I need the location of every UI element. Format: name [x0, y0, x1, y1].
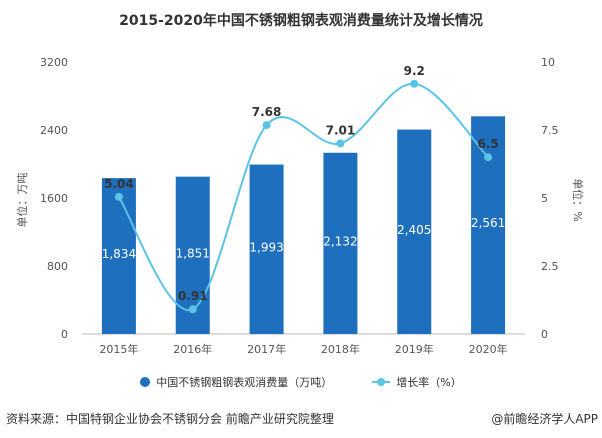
growth-point [336, 139, 345, 148]
y-left-tick-label: 1600 [40, 192, 68, 205]
bar [249, 164, 284, 334]
source-note: 资料来源：中国特钢企业协会不锈钢分会 前瞻产业研究院整理 [6, 412, 334, 426]
growth-point [188, 305, 197, 314]
growth-point [484, 153, 493, 162]
y-left-tick-label: 0 [61, 328, 68, 341]
growth-point [410, 79, 419, 88]
x-tick-label: 2016年 [173, 342, 212, 356]
bar-data-label: 1,834 [102, 247, 136, 261]
y-left-tick-label: 800 [47, 260, 68, 273]
growth-data-label: 6.5 [477, 137, 498, 151]
bar-data-label: 2,561 [471, 216, 505, 230]
legend-swatch-bar [140, 377, 151, 387]
growth-line [118, 82, 489, 312]
bar [101, 178, 136, 334]
legend-swatch-line [372, 378, 391, 386]
y-left-tick-label: 2400 [40, 124, 68, 137]
legend-item-line: 增长率（%） [372, 374, 462, 390]
x-tick-label: 2019年 [395, 342, 434, 356]
y-left-tick-label: 3200 [40, 56, 68, 69]
y-right-tick-label: 0 [541, 328, 548, 341]
bar [323, 152, 358, 334]
legend-label-bar: 中国不锈钢粗钢表观消费量（万吨） [156, 376, 333, 389]
y-left-label: 单位：万吨 [15, 173, 29, 228]
bar-data-label: 2,405 [397, 223, 431, 237]
legend-label-line: 增长率（%） [396, 376, 462, 389]
growth-data-label: 5.04 [104, 177, 134, 191]
y-right-tick-label: 7.5 [541, 124, 559, 137]
growth-point [114, 192, 123, 201]
bar-data-label: 1,993 [249, 240, 283, 254]
bar [471, 116, 506, 334]
bar [397, 129, 432, 334]
legend-item-bar: 中国不锈钢粗钢表观消费量（万吨） [140, 374, 332, 390]
growth-data-label: 7.01 [326, 123, 356, 137]
growth-point [262, 121, 271, 130]
chart-title: 2015-2020年中国不锈钢粗钢表观消费量统计及增长情况 [119, 13, 483, 29]
growth-data-label: 7.68 [252, 105, 282, 119]
bar-data-label: 2,132 [323, 234, 357, 248]
x-tick-label: 2017年 [247, 342, 286, 356]
credit: @前瞻经济学人APP [491, 412, 598, 426]
x-tick-label: 2018年 [321, 342, 360, 356]
y-right-label: 单位：% [571, 178, 585, 221]
y-right-tick-label: 10 [541, 56, 555, 69]
x-tick-label: 2015年 [99, 342, 138, 356]
y-right-tick-label: 5 [541, 192, 548, 205]
x-tick-label: 2020年 [469, 342, 508, 356]
legend: 中国不锈钢粗钢表观消费量（万吨） 增长率（%） [0, 374, 602, 390]
bar-data-label: 1,851 [176, 246, 210, 260]
growth-data-label: 9.2 [404, 64, 425, 78]
y-right-tick-label: 2.5 [541, 260, 559, 273]
growth-data-label: 0.91 [178, 289, 208, 303]
